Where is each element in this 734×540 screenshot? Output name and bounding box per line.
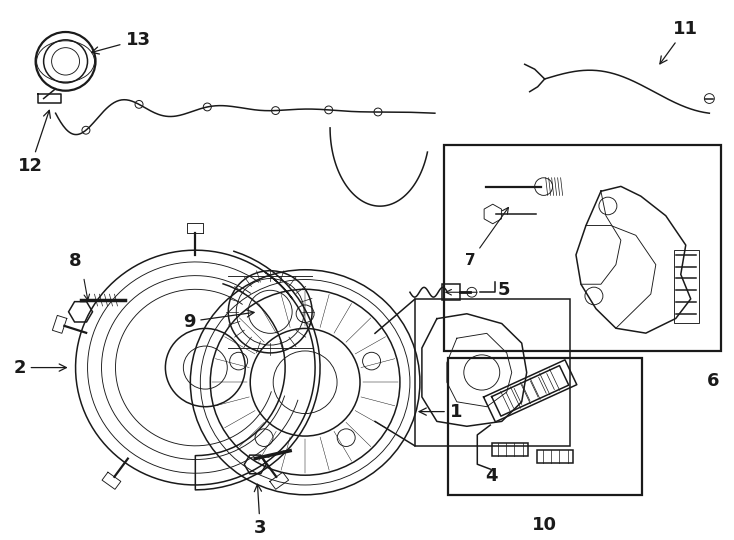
Text: 1: 1 xyxy=(419,403,462,421)
Text: 7: 7 xyxy=(465,207,509,268)
Text: 3: 3 xyxy=(254,484,266,537)
Text: 8: 8 xyxy=(69,252,82,270)
Bar xyxy=(537,450,573,463)
Text: 9: 9 xyxy=(183,310,254,330)
Text: 5: 5 xyxy=(498,280,510,299)
Text: 6: 6 xyxy=(707,373,719,390)
Text: 2: 2 xyxy=(13,359,66,376)
Text: 4: 4 xyxy=(485,467,498,485)
Text: 11: 11 xyxy=(660,20,698,64)
Bar xyxy=(415,299,570,446)
Bar xyxy=(448,358,642,495)
Bar xyxy=(493,443,528,456)
Bar xyxy=(442,285,459,300)
Bar xyxy=(444,145,722,351)
Text: 13: 13 xyxy=(92,31,150,54)
Text: 10: 10 xyxy=(532,516,557,534)
Text: 12: 12 xyxy=(18,110,51,176)
Bar xyxy=(674,250,699,323)
